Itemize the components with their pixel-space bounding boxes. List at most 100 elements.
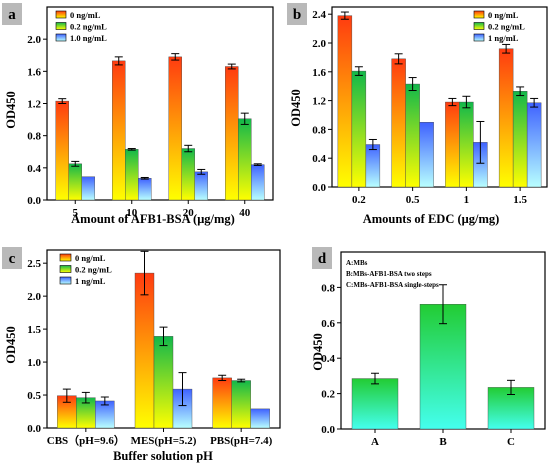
y-axis-title: OD450 [311,333,325,371]
panel-letter-box [287,3,307,25]
panel-letter: b [293,7,301,23]
bar [125,149,139,201]
y-tick-label: 0.5 [27,390,41,402]
legend-label: 0.2 ng/mL [75,265,112,275]
bar [405,83,420,188]
y-tick-label: 2.5 [27,258,41,270]
annotation-text: A:MBs [346,259,368,267]
y-tick-label: 2.0 [27,34,41,46]
x-axis-title: Amounts of EDC (μg/mg) [363,212,500,226]
bar [138,178,152,201]
bar [168,56,182,201]
panel-letter-box [2,3,22,25]
y-axis-title: OD450 [4,91,18,129]
bar [512,91,528,188]
panel-a: a OD450 Amount of AFB1-BSA (μg/mg) 0.0 0.… [2,3,274,226]
panel-d: d OD450 0.0 0.2 0.4 0.6 0.8 A B C A:MBs B:MBs-AFB… [311,247,546,448]
legend-label: 1 ng/mL [75,276,106,286]
legend-swatch [59,265,72,273]
bar [194,171,208,201]
legend-swatch [473,22,485,30]
bar [134,272,155,429]
panel-c: c OD450 Buffer solution pH 0.0 0.5 1.0 1.5 2… [2,247,281,463]
panel-letter: a [8,7,16,23]
y-tick-label: 0.8 [312,124,326,136]
bar [419,304,467,430]
bar [250,408,270,429]
legend-label: 0 ng/mL [488,10,519,20]
legend-label: 0.2 ng/mL [488,22,525,32]
bar [55,100,69,201]
y-tick-label: 1.0 [27,357,41,369]
y-tick-label: 2.0 [312,38,326,50]
bar [81,176,95,201]
annotation-text: B:MBs-AFB1-BSA two steps [346,270,432,278]
legend-label: 0 ng/mL [75,253,106,263]
y-tick-label: 0.6 [321,318,335,330]
plot-area: 0.0 0.4 0.8 1.2 1.6 2.0 2.4 0.2 0.5 1 1.5 0 ng/mL 0.… [312,6,548,206]
x-tick-label: MES(pH=5.2) [131,435,197,447]
y-tick-label: 2.0 [27,291,41,303]
plot-frame [331,6,548,188]
bar [351,70,367,188]
y-tick-label: 1.2 [27,99,41,111]
panel-letter-box [2,247,22,269]
y-tick-label: 1.5 [27,324,41,336]
y-axis-title: OD450 [4,326,18,364]
bar [251,164,265,201]
bar [212,377,232,429]
bar [498,48,514,188]
x-tick-label: 40 [239,207,251,219]
bar [459,101,474,188]
bar [419,121,434,188]
bar [445,101,460,188]
x-tick-label: 1 [464,194,470,206]
bar [225,66,239,201]
bar [181,148,195,201]
x-axis-title: Amount of AFB1-BSA (μg/mg) [71,212,235,226]
panel-letter-box [312,247,332,269]
plot-area: 0.0 0.5 1.0 1.5 2.0 2.5 CBS（pH=9.6） MES(pH=5.2)… [27,249,281,447]
x-tick-label: PBS(pH=7.4) [210,435,273,447]
legend-swatch [55,22,67,30]
y-tick-label: 0.4 [27,163,41,175]
x-tick-label: 20 [183,207,195,219]
plot-area: 0.0 0.4 0.8 1.2 1.6 2.0 5 10 20 40 0 ng/mL 0.2 ng/m… [27,6,274,219]
y-tick-label: 0.0 [27,423,41,435]
y-tick-label: 0.0 [27,195,41,207]
x-axis-title: Buffer solution pH [113,449,213,463]
y-tick-label: 0.0 [321,424,335,436]
annotation-text: C:MBs-AFB1-BSA single-steps [346,281,439,289]
legend-label: 0.2 ng/mL [70,22,107,32]
bar [68,163,82,201]
bar [238,118,252,201]
x-tick-label: 10 [126,207,138,219]
x-tick-label: CBS（pH=9.6） [47,434,125,447]
x-tick-label: 0.5 [406,194,420,206]
x-tick-label: C [507,436,515,448]
y-tick-label: 0.4 [312,153,326,165]
y-tick-label: 2.4 [312,9,326,21]
plot-area: 0.0 0.2 0.4 0.6 0.8 A B C A:MBs B:MBs-AFB1-BSA tw… [321,251,546,448]
y-tick-label: 0.4 [321,353,335,365]
bar [526,102,542,188]
y-tick-label: 1.6 [27,66,41,78]
bar [351,378,399,430]
bar [365,144,381,188]
y-tick-label: 0.2 [321,389,335,401]
panel-letter: c [9,251,16,267]
y-tick-label: 1.6 [312,67,326,79]
legend-swatch [473,33,485,42]
bar [231,380,251,429]
x-tick-label: B [439,436,447,448]
panel-letter: d [318,251,327,267]
x-tick-label: 1.5 [513,194,527,206]
panel-b: b OD450 Amounts of EDC (μg/mg) 0.0 0.4 0.8… [287,3,548,226]
legend-label: 1 ng/mL [488,33,519,43]
bar [153,336,174,429]
y-tick-label: 0.8 [27,131,41,143]
legend-swatch [55,33,67,42]
bar [112,60,126,201]
y-axis-title: OD450 [289,89,303,127]
